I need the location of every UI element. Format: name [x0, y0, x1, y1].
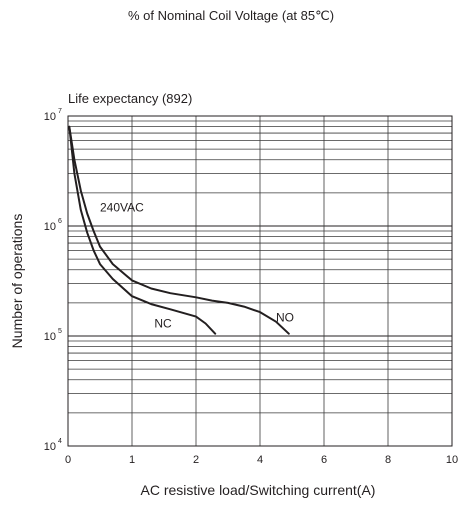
y-tick-label: 10 5: [44, 328, 62, 343]
y-tick-base: 10: [44, 111, 56, 123]
curves: [68, 125, 290, 335]
figure-header: % of Nominal Coil Voltage (at 85℃): [128, 8, 334, 23]
voltage-annotation: 240VAC: [100, 201, 144, 215]
y-tick-label: 10 6: [44, 218, 62, 233]
y-tick-base: 10: [44, 331, 56, 343]
x-tick-label: 2: [193, 454, 199, 466]
y-tick-label: 10 7: [44, 108, 62, 123]
x-tick-label: 0: [65, 454, 71, 466]
y-axis-label: Number of operations: [9, 214, 25, 349]
series-label-no: NO: [276, 310, 294, 324]
grid: [67, 116, 453, 447]
plot-frame: [67, 115, 453, 447]
x-axis-label: AC resistive load/Switching current(A): [141, 482, 376, 498]
x-tick-label: 1: [129, 454, 135, 466]
y-tick-exponent: 5: [58, 328, 62, 335]
chart-title: Life expectancy (892): [68, 91, 192, 106]
curve-no: [68, 125, 290, 335]
x-tick-label: 6: [321, 454, 327, 466]
y-tick-base: 10: [44, 221, 56, 233]
y-tick-exponent: 7: [58, 108, 62, 115]
y-tick-exponent: 4: [58, 438, 62, 445]
y-tick-label: 10 4: [44, 438, 62, 453]
x-tick-label: 8: [385, 454, 391, 466]
x-tick-label: 4: [257, 454, 263, 466]
series-label-nc: NC: [154, 316, 172, 330]
y-tick-base: 10: [44, 441, 56, 453]
x-tick-label: 10: [446, 454, 458, 466]
curve-nc: [68, 125, 217, 335]
y-tick-exponent: 6: [58, 218, 62, 225]
